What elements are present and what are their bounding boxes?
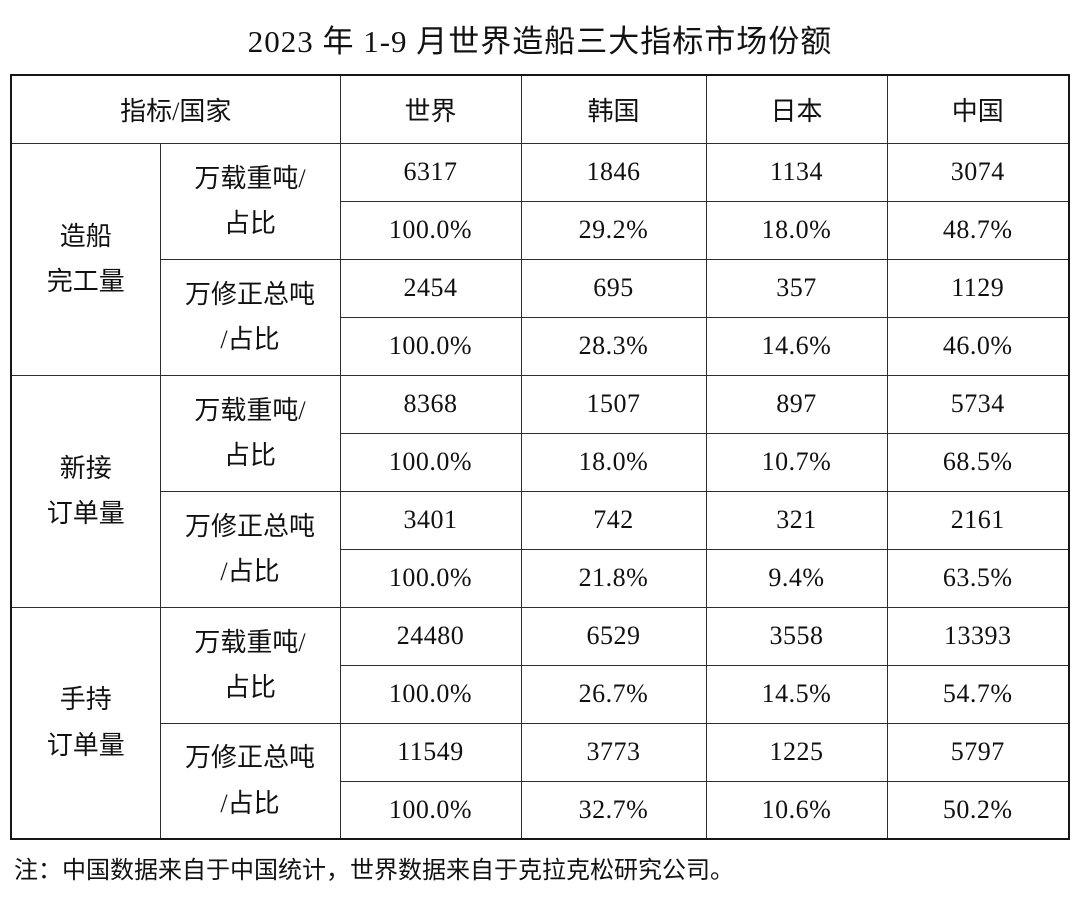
page-title: 2023 年 1-9 月世界造船三大指标市场份额 bbox=[247, 24, 833, 59]
row-neworders-dwt-values: 新接 订单量 万载重吨/ 占比 8368 1507 897 5734 bbox=[10, 374, 1070, 608]
row-orderbook-cgt-shares: 100.0% 32.7% 10.6% 50.2% bbox=[11, 780, 1070, 840]
row-completions-dwt-values: 造船 完工量 万载重吨/ 占比 6317 1846 1134 3074 bbox=[10, 142, 1070, 376]
share-korea: 18.0% bbox=[520, 432, 707, 492]
row-completions-cgt-values: 万修正总吨 /占比 2454 695 357 1129 bbox=[11, 258, 1070, 376]
share-china: 48.7% bbox=[886, 200, 1070, 260]
metric-label-dwt-share: 万载重吨/ 占比 bbox=[159, 374, 341, 492]
share-japan: 18.0% bbox=[705, 200, 888, 260]
metric-label-line: 万修正总吨 bbox=[185, 279, 316, 309]
share-korea: 21.8% bbox=[520, 548, 707, 608]
metric-label-line: 万载重吨/ bbox=[194, 163, 306, 193]
metric-label-line: 万修正总吨 bbox=[185, 743, 316, 773]
value-world: 11549 bbox=[339, 722, 522, 782]
value-korea: 742 bbox=[520, 490, 707, 550]
row-neworders-cgt-shares: 100.0% 21.8% 9.4% 63.5% bbox=[11, 548, 1070, 608]
value-world: 3401 bbox=[339, 490, 522, 550]
value-korea: 1846 bbox=[520, 142, 707, 202]
share-world: 100.0% bbox=[339, 664, 522, 724]
share-korea: 28.3% bbox=[520, 316, 707, 376]
group-label-shipbuilding-completions: 造船 完工量 bbox=[10, 142, 161, 376]
value-china: 3074 bbox=[886, 142, 1070, 202]
group-label-line: 手持 bbox=[59, 685, 112, 715]
metric-label-cgt-share: 万修正总吨 /占比 bbox=[159, 722, 341, 840]
metric-label-line: /占比 bbox=[220, 325, 280, 354]
row-neworders-cgt-values: 万修正总吨 /占比 3401 742 321 2161 bbox=[11, 490, 1070, 608]
share-korea: 32.7% bbox=[520, 780, 707, 840]
header-china: 中国 bbox=[886, 74, 1070, 144]
metric-label-line: 占比 bbox=[224, 673, 277, 702]
metric-label-line: 占比 bbox=[224, 209, 277, 238]
metric-label-cgt-share: 万修正总吨 /占比 bbox=[159, 258, 341, 376]
value-japan: 321 bbox=[705, 490, 888, 550]
header-indicator-country: 指标/国家 bbox=[10, 74, 341, 144]
share-korea: 29.2% bbox=[520, 200, 707, 260]
metric-label-line: 万载重吨/ bbox=[194, 395, 306, 425]
share-china: 68.5% bbox=[886, 432, 1070, 492]
value-world: 6317 bbox=[339, 142, 522, 202]
row-neworders-dwt-shares: 100.0% 18.0% 10.7% 68.5% bbox=[11, 432, 1070, 492]
share-japan: 10.6% bbox=[705, 780, 888, 840]
value-korea: 3773 bbox=[520, 722, 707, 782]
share-korea: 26.7% bbox=[520, 664, 707, 724]
share-world: 100.0% bbox=[339, 780, 522, 840]
value-china: 13393 bbox=[886, 606, 1070, 666]
share-world: 100.0% bbox=[339, 548, 522, 608]
row-orderbook-cgt-values: 万修正总吨 /占比 11549 3773 1225 5797 bbox=[11, 722, 1070, 840]
group-label-line: 订单量 bbox=[46, 730, 125, 760]
metric-label-line: 占比 bbox=[224, 441, 277, 470]
value-world: 24480 bbox=[339, 606, 522, 666]
value-world: 2454 bbox=[339, 258, 522, 318]
group-label-line: 造船 bbox=[59, 221, 112, 251]
shipbuilding-indicators-table: 指标/国家 世界 韩国 日本 中国 造船 完工量 万载重吨/ 占比 6317 1… bbox=[10, 74, 1071, 840]
metric-label-dwt-share: 万载重吨/ 占比 bbox=[159, 606, 341, 724]
value-japan: 357 bbox=[705, 258, 888, 318]
value-korea: 6529 bbox=[520, 606, 707, 666]
share-japan: 9.4% bbox=[705, 548, 888, 608]
header-japan: 日本 bbox=[705, 74, 888, 144]
share-world: 100.0% bbox=[339, 432, 522, 492]
group-label-line: 新接 bbox=[59, 453, 112, 483]
share-japan: 14.6% bbox=[705, 316, 888, 376]
share-china: 63.5% bbox=[886, 548, 1070, 608]
share-japan: 14.5% bbox=[705, 664, 888, 724]
value-china: 5734 bbox=[886, 374, 1070, 434]
share-japan: 10.7% bbox=[705, 432, 888, 492]
row-orderbook-dwt-values: 手持 订单量 万载重吨/ 占比 24480 6529 3558 13393 bbox=[10, 606, 1070, 840]
value-china: 2161 bbox=[886, 490, 1070, 550]
share-china: 54.7% bbox=[886, 664, 1070, 724]
metric-label-dwt-share: 万载重吨/ 占比 bbox=[159, 142, 341, 260]
table-header-row: 指标/国家 世界 韩国 日本 中国 bbox=[10, 74, 1070, 144]
share-world: 100.0% bbox=[339, 200, 522, 260]
metric-label-line: /占比 bbox=[220, 788, 280, 818]
footnote: 注：中国数据来自于中国统计，世界数据来自于克拉克松研究公司。 bbox=[14, 858, 734, 884]
metric-label-line: 万修正总吨 bbox=[185, 511, 316, 541]
group-label-line: 完工量 bbox=[46, 267, 125, 296]
share-world: 100.0% bbox=[339, 316, 522, 376]
value-japan: 897 bbox=[705, 374, 888, 434]
value-japan: 3558 bbox=[705, 606, 888, 666]
header-korea: 韩国 bbox=[520, 74, 707, 144]
share-china: 46.0% bbox=[886, 316, 1070, 376]
metric-label-line: /占比 bbox=[220, 557, 280, 586]
value-world: 8368 bbox=[339, 374, 522, 434]
metric-label-line: 万载重吨/ bbox=[194, 627, 306, 657]
group-label-line: 订单量 bbox=[46, 499, 125, 528]
header-world: 世界 bbox=[339, 74, 522, 144]
group-label-orders-on-hand: 手持 订单量 bbox=[10, 606, 161, 840]
row-orderbook-dwt-shares: 100.0% 26.7% 14.5% 54.7% bbox=[11, 664, 1070, 724]
value-china: 1129 bbox=[886, 258, 1070, 318]
value-korea: 695 bbox=[520, 258, 707, 318]
share-china: 50.2% bbox=[886, 780, 1070, 840]
group-label-new-orders: 新接 订单量 bbox=[10, 374, 161, 608]
value-korea: 1507 bbox=[520, 374, 707, 434]
value-japan: 1225 bbox=[705, 722, 888, 782]
value-japan: 1134 bbox=[705, 142, 888, 202]
metric-label-cgt-share: 万修正总吨 /占比 bbox=[159, 490, 341, 608]
value-china: 5797 bbox=[886, 722, 1070, 782]
